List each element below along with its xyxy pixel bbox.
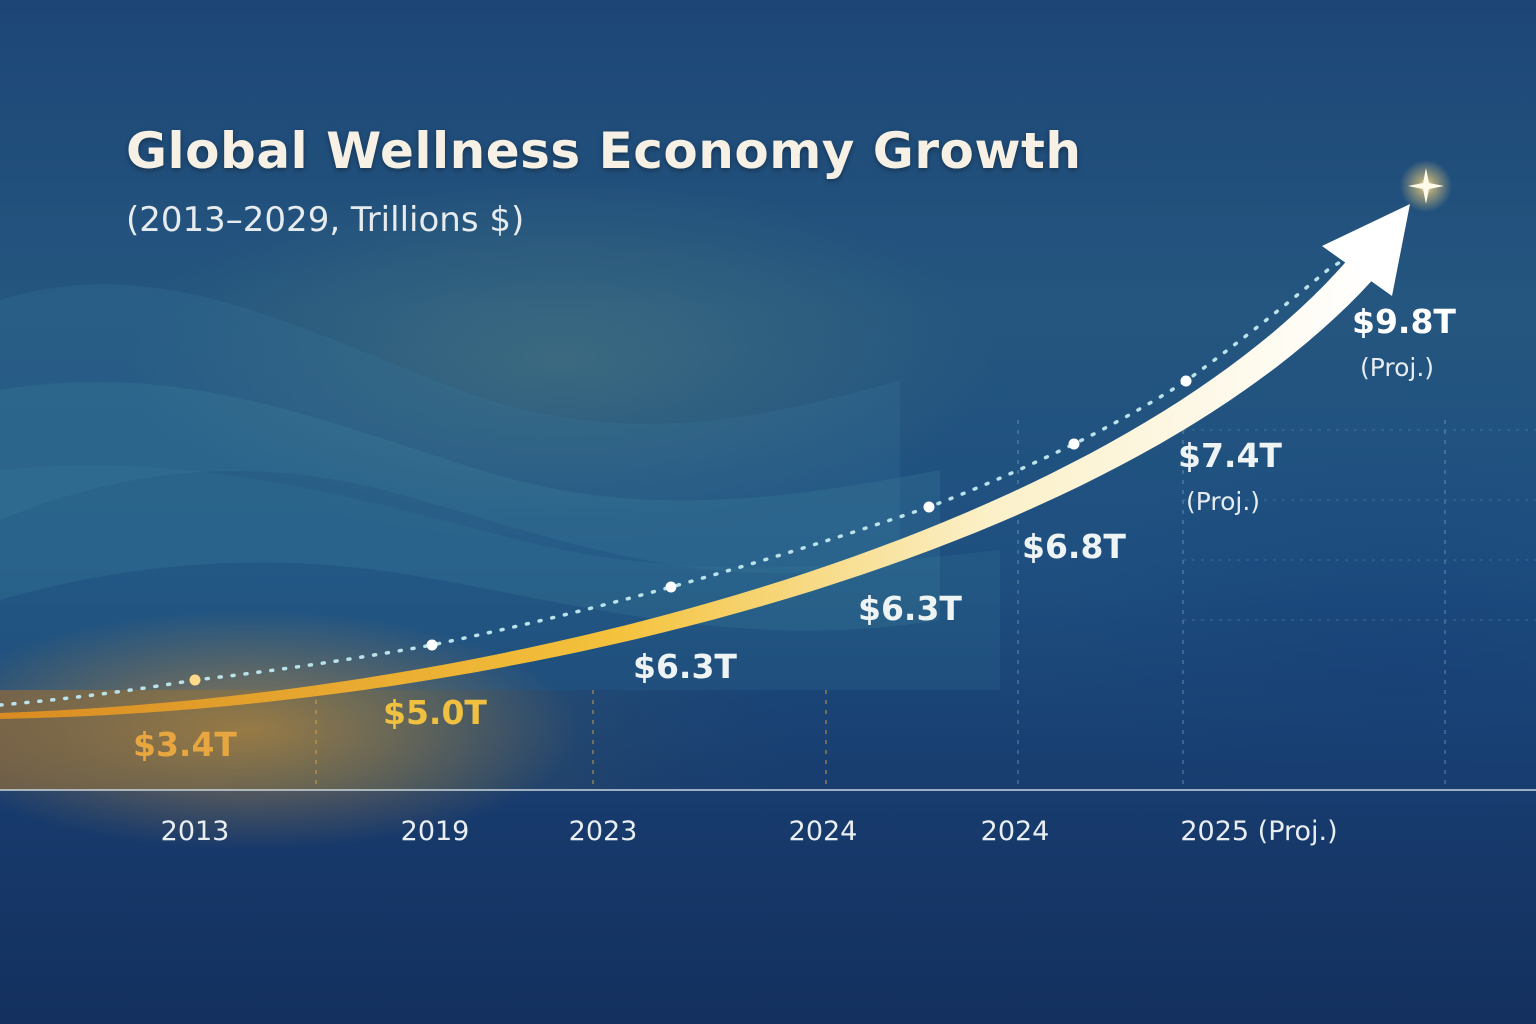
trend-point bbox=[923, 501, 935, 513]
x-tick-label: 2024 bbox=[981, 816, 1050, 847]
x-tick-label: 2024 bbox=[789, 816, 858, 847]
trend-point bbox=[665, 581, 677, 593]
data-label: $7.4T bbox=[1178, 436, 1282, 475]
data-label-note: (Proj.) bbox=[1186, 487, 1260, 516]
trend-dotted-line bbox=[0, 213, 1412, 707]
star-glint-icon bbox=[1408, 168, 1444, 204]
data-label-note: (Proj.) bbox=[1360, 353, 1434, 382]
x-tick-label: 2019 bbox=[401, 816, 470, 847]
data-label: $6.8T bbox=[1022, 527, 1126, 566]
trend-point bbox=[426, 639, 438, 651]
data-label: $6.3T bbox=[633, 647, 737, 686]
x-tick-label: 2013 bbox=[161, 816, 230, 847]
data-label: $6.3T bbox=[858, 589, 962, 628]
chart-subtitle: (2013–2029, Trillions $) bbox=[126, 200, 525, 240]
chart-title: Global Wellness Economy Growth bbox=[126, 122, 1082, 180]
trend-point bbox=[1180, 375, 1192, 387]
x-tick-label: 2023 bbox=[569, 816, 638, 847]
trend-point bbox=[1068, 438, 1080, 450]
data-label: $3.4T bbox=[133, 725, 237, 764]
data-label: $9.8T bbox=[1352, 302, 1456, 341]
grid-lines bbox=[315, 420, 1536, 790]
x-tick-label: 2025 (Proj.) bbox=[1180, 816, 1337, 847]
data-label: $5.0T bbox=[383, 693, 487, 732]
trend-point bbox=[189, 674, 201, 686]
growth-arrow-head bbox=[1322, 204, 1410, 296]
